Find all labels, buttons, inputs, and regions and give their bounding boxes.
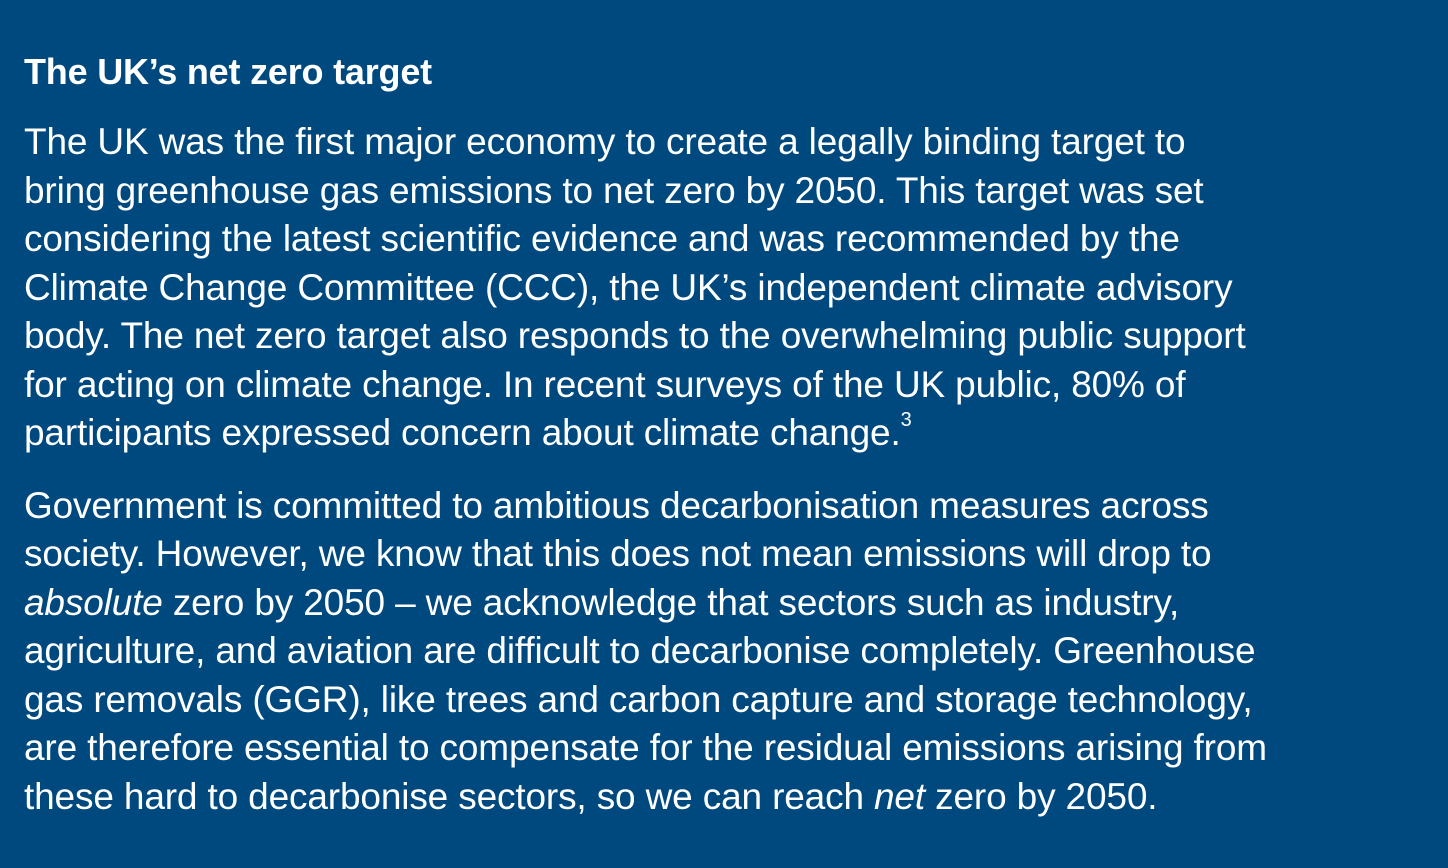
paragraph-net-zero-target: The UK was the first major economy to cr… <box>24 118 1428 458</box>
paragraph-line-text: zero by 2050 – we acknowledge that secto… <box>162 581 1180 623</box>
paragraph-decarbonisation: Government is committed to ambitious dec… <box>24 482 1428 822</box>
paragraph-line-text: these hard to decarbonise sectors, so we… <box>24 775 874 817</box>
paragraph-line: for acting on climate change. In recent … <box>24 363 1186 405</box>
footnote-reference: 3 <box>900 408 912 431</box>
paragraph-line: agriculture, and aviation are difficult … <box>24 630 1256 671</box>
paragraph-line-with-footnote: participants expressed concern about cli… <box>24 409 1428 458</box>
paragraph-line: Government is committed to ambitious dec… <box>24 484 1209 526</box>
paragraph-line: The UK was the first major economy to cr… <box>24 121 1186 162</box>
paragraph-line-text: zero by 2050. <box>925 775 1158 817</box>
paragraph-line: society. However, we know that this does… <box>24 533 1212 574</box>
paragraph-line: gas removals (GGR), like trees and carbo… <box>24 678 1253 720</box>
emphasis-absolute: absolute <box>24 581 163 623</box>
emphasis-net: net <box>874 775 925 817</box>
paragraph-line: are therefore essential to compensate fo… <box>24 727 1267 768</box>
paragraph-line: considering the latest scientific eviden… <box>24 218 1180 259</box>
paragraph-line: these hard to decarbonise sectors, so we… <box>24 773 1428 822</box>
paragraph-line: absolute zero by 2050 – we acknowledge t… <box>24 579 1428 628</box>
section-heading: The UK’s net zero target <box>24 51 432 92</box>
paragraph-line: Climate Change Committee (CCC), the UK’s… <box>24 266 1233 308</box>
paragraph-line: body. The net zero target also responds … <box>24 315 1246 356</box>
paragraph-line: bring greenhouse gas emissions to net ze… <box>24 169 1204 211</box>
paragraph-line-text: participants expressed concern about cli… <box>24 412 901 453</box>
